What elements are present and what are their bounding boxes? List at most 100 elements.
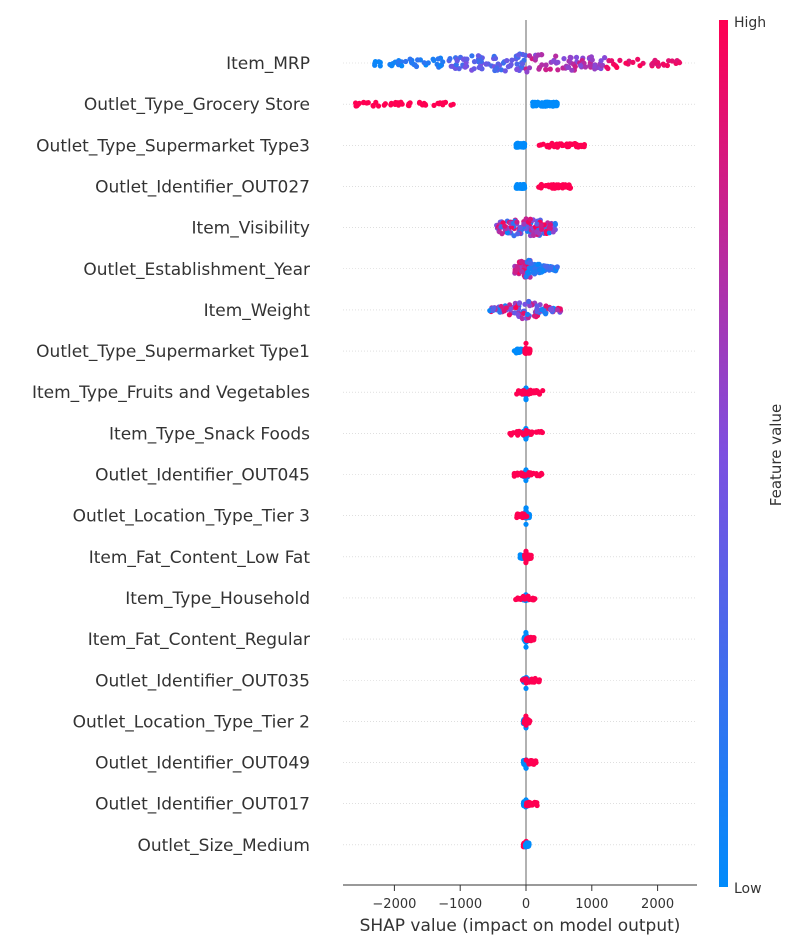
shap-dot (521, 511, 527, 517)
shap-dot (548, 182, 554, 188)
shap-dot (415, 57, 421, 63)
shap-dot (517, 224, 523, 231)
colorbar (719, 20, 728, 887)
shap-dot (523, 644, 529, 650)
feature-label: Outlet_Type_Grocery Store (84, 95, 310, 115)
shap-dot (591, 62, 598, 68)
colorbar-title: Feature value (767, 404, 785, 506)
shap-dot (544, 102, 551, 108)
shap-dot (498, 303, 504, 310)
shap-dot (475, 53, 481, 59)
shap-dot (609, 58, 615, 64)
shap-dot (403, 58, 409, 65)
shap-dot (566, 143, 572, 150)
shap-dot (523, 685, 529, 692)
shap-dot (522, 52, 529, 59)
x-axis-ticks: −2000 −1000 0 1000 2000 (372, 885, 674, 912)
shap-dot (532, 388, 538, 394)
shap-dot (572, 64, 578, 70)
feature-label: Outlet_Establishment_Year (83, 260, 310, 280)
shap-dot (547, 66, 553, 72)
shap-dot (531, 637, 537, 643)
shap-dot (498, 67, 504, 73)
shap-dot (569, 67, 575, 73)
shap-dot (561, 56, 567, 62)
shap-dot (523, 340, 529, 346)
shap-dot (539, 429, 546, 436)
shap-dot (448, 102, 454, 108)
shap-dot (518, 430, 525, 436)
shap-dot (536, 101, 542, 107)
shap-dot (523, 396, 529, 402)
shap-dot (447, 56, 453, 62)
shap-dot (442, 99, 449, 105)
shap-dot (425, 60, 431, 66)
shap-dot (589, 57, 595, 63)
shap-dot (562, 182, 569, 188)
shap-dot (499, 231, 505, 237)
shap-dot (568, 55, 574, 61)
shap-dot (526, 65, 533, 71)
shap-dot (550, 229, 556, 235)
shap-dot (540, 141, 546, 147)
feature-label: Item_Fat_Content_Low Fat (89, 548, 311, 568)
shap-dot (539, 226, 545, 232)
shap-dot (539, 62, 545, 68)
shap-dot (502, 223, 508, 229)
shap-dot (534, 221, 540, 227)
feature-label: Outlet_Identifier_OUT017 (95, 795, 310, 815)
shap-dot (516, 390, 523, 396)
shap-dot (502, 68, 508, 74)
shap-dot (462, 64, 468, 70)
shap-dot (370, 103, 376, 109)
shap-dot (630, 59, 636, 65)
shap-dot (566, 182, 572, 188)
shap-dot (372, 61, 378, 67)
shap-dot (469, 53, 475, 59)
shap-dot (515, 231, 521, 237)
shap-dot (635, 56, 641, 62)
shap-dot (522, 677, 529, 683)
shap-dot (514, 429, 520, 435)
shap-dot (526, 53, 533, 59)
shap-dot (530, 761, 536, 767)
shap-dot (535, 261, 541, 267)
shap-dot (492, 55, 499, 62)
shap-dot (536, 677, 543, 683)
shap-dot (578, 63, 584, 69)
shap-dot (507, 430, 513, 437)
shap-dot (436, 101, 442, 107)
shap-dot (523, 757, 529, 763)
shap-dot (396, 59, 402, 65)
shap-dot (521, 310, 527, 316)
shap-dot (519, 315, 525, 322)
shap-dot (554, 307, 560, 313)
shap-dot (548, 306, 555, 312)
shap-dot (430, 56, 436, 62)
shap-dot (524, 595, 530, 601)
shap-dot (617, 57, 623, 64)
shap-dot (507, 306, 513, 312)
x-tick-label: 0 (522, 897, 530, 912)
feature-label: Item_MRP (226, 54, 310, 74)
shap-dot (538, 307, 544, 313)
shap-dot (543, 62, 549, 68)
feature-label: Outlet_Identifier_OUT035 (95, 671, 310, 691)
feature-label: Outlet_Location_Type_Tier 2 (73, 712, 310, 732)
shap-dot (555, 59, 561, 65)
feature-label: Item_Type_Snack Foods (109, 424, 310, 444)
shap-dot (575, 144, 581, 150)
shap-dot (573, 54, 580, 61)
shap-dot (536, 391, 543, 397)
shap-dot (388, 100, 394, 106)
colorbar-high-label: High (734, 15, 766, 31)
shap-dot (504, 58, 510, 64)
shap-dot (505, 64, 511, 70)
feature-labels: Item_MRP Outlet_Type_Grocery Store Outlet_… (32, 54, 310, 856)
shap-dot (534, 429, 540, 435)
shap-dot (506, 312, 512, 318)
feature-label: Outlet_Identifier_OUT049 (95, 754, 310, 774)
shap-dot (523, 521, 529, 527)
shap-dot (520, 183, 526, 190)
